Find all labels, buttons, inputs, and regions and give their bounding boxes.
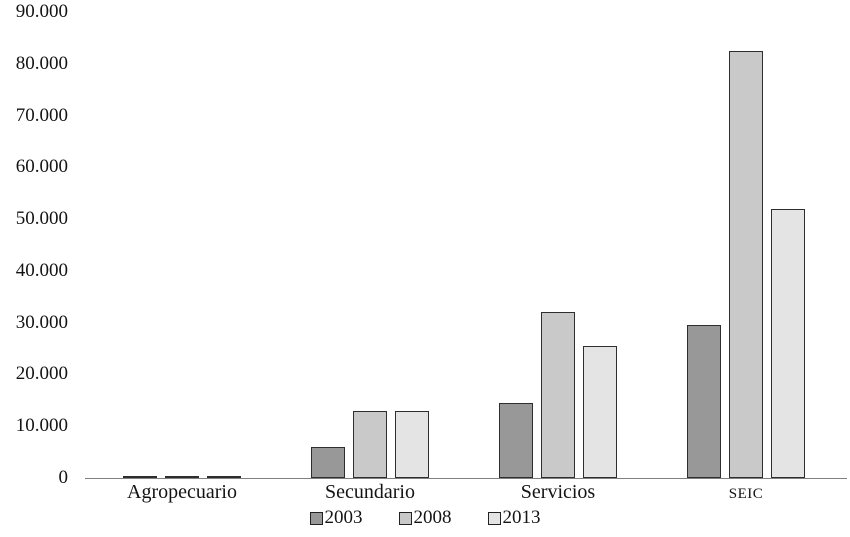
bar-agropecuario-2013 bbox=[207, 476, 241, 478]
y-tick-label: 60.000 bbox=[15, 156, 68, 178]
legend-item-2013: 2013 bbox=[487, 507, 541, 529]
y-tick-label: 80.000 bbox=[15, 52, 68, 74]
y-tick-label: 20.000 bbox=[15, 363, 68, 385]
y-tick-label: 90.000 bbox=[15, 1, 68, 22]
y-tick-label: 0 bbox=[58, 467, 69, 488]
legend-item-2008: 2008 bbox=[398, 507, 452, 529]
legend-swatch bbox=[487, 511, 501, 525]
legend: 2003 2008 2013 bbox=[0, 507, 850, 529]
bar-agropecuario-2008 bbox=[165, 476, 199, 478]
bar-seic-2013 bbox=[771, 209, 805, 478]
bar-servicios-2008 bbox=[541, 312, 575, 478]
legend-swatch bbox=[309, 511, 323, 525]
y-tick-label: 30.000 bbox=[15, 311, 68, 333]
legend-swatch bbox=[398, 511, 412, 525]
legend-label: 2008 bbox=[413, 507, 452, 528]
bar-secundario-2008 bbox=[353, 411, 387, 478]
y-tick-label: 50.000 bbox=[15, 208, 68, 230]
bar-secundario-2013 bbox=[395, 411, 429, 478]
bar-seic-2008 bbox=[729, 51, 763, 478]
bar-seic-2003 bbox=[687, 325, 721, 478]
y-axis: 0 10.000 20.000 30.000 40.000 50.000 60.000 70.… bbox=[0, 0, 70, 537]
bar-agropecuario-2003 bbox=[123, 476, 157, 478]
x-category-label: SEIC bbox=[728, 486, 764, 502]
legend-label: 2003 bbox=[324, 507, 363, 528]
legend-item-2003: 2003 bbox=[309, 507, 363, 529]
x-category-label: Agropecuario bbox=[127, 481, 237, 503]
bar-servicios-2003 bbox=[499, 403, 533, 478]
legend-label: 2013 bbox=[502, 507, 541, 528]
x-axis-line bbox=[85, 478, 847, 479]
bar-servicios-2013 bbox=[583, 346, 617, 478]
y-tick-label: 10.000 bbox=[15, 415, 68, 437]
bar-secundario-2003 bbox=[311, 447, 345, 478]
x-category-label: Secundario bbox=[325, 481, 415, 503]
x-category-label: Servicios bbox=[520, 481, 596, 503]
y-tick-label: 40.000 bbox=[15, 259, 68, 281]
y-tick-label: 70.000 bbox=[15, 104, 68, 126]
